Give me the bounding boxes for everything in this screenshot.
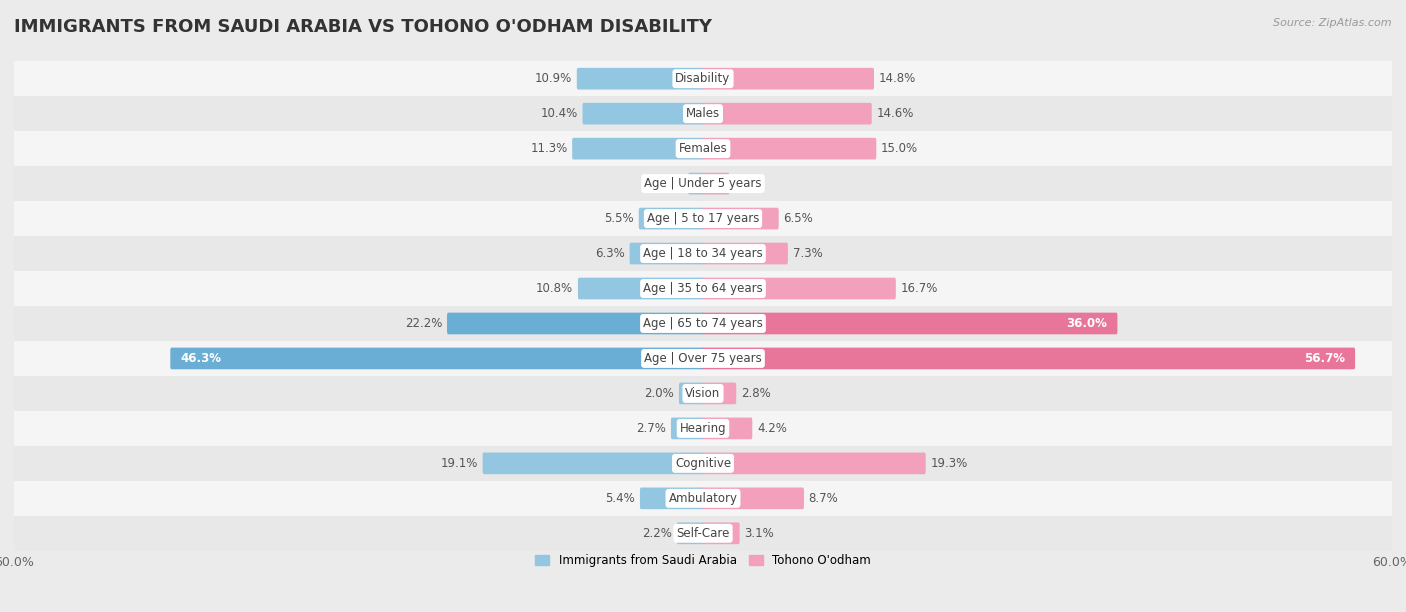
Text: Age | Over 75 years: Age | Over 75 years <box>644 352 762 365</box>
Text: 10.8%: 10.8% <box>536 282 574 295</box>
FancyBboxPatch shape <box>702 138 876 160</box>
Bar <box>14 411 1392 446</box>
Text: Source: ZipAtlas.com: Source: ZipAtlas.com <box>1274 18 1392 28</box>
Bar <box>14 131 1392 166</box>
Text: 16.7%: 16.7% <box>900 282 938 295</box>
Bar <box>14 446 1392 481</box>
Text: 5.5%: 5.5% <box>605 212 634 225</box>
Text: 36.0%: 36.0% <box>1066 317 1107 330</box>
Text: Age | Under 5 years: Age | Under 5 years <box>644 177 762 190</box>
Text: Hearing: Hearing <box>679 422 727 435</box>
Bar <box>14 306 1392 341</box>
Bar <box>14 376 1392 411</box>
Bar <box>14 236 1392 271</box>
Text: 5.4%: 5.4% <box>606 492 636 505</box>
Text: Disability: Disability <box>675 72 731 85</box>
FancyBboxPatch shape <box>638 207 704 230</box>
Bar <box>14 201 1392 236</box>
Text: 19.1%: 19.1% <box>440 457 478 470</box>
Text: 2.2%: 2.2% <box>734 177 763 190</box>
Text: Age | 35 to 64 years: Age | 35 to 64 years <box>643 282 763 295</box>
FancyBboxPatch shape <box>630 243 704 264</box>
Text: 7.3%: 7.3% <box>793 247 823 260</box>
FancyBboxPatch shape <box>702 313 1118 334</box>
FancyBboxPatch shape <box>702 523 740 544</box>
FancyBboxPatch shape <box>702 103 872 124</box>
Text: 4.2%: 4.2% <box>756 422 787 435</box>
Text: 14.6%: 14.6% <box>876 107 914 120</box>
FancyBboxPatch shape <box>578 278 704 299</box>
FancyBboxPatch shape <box>576 68 704 89</box>
Text: Age | 5 to 17 years: Age | 5 to 17 years <box>647 212 759 225</box>
FancyBboxPatch shape <box>702 207 779 230</box>
Text: IMMIGRANTS FROM SAUDI ARABIA VS TOHONO O'ODHAM DISABILITY: IMMIGRANTS FROM SAUDI ARABIA VS TOHONO O… <box>14 18 711 36</box>
Text: 3.1%: 3.1% <box>744 527 775 540</box>
Text: Ambulatory: Ambulatory <box>668 492 738 505</box>
FancyBboxPatch shape <box>676 523 704 544</box>
Legend: Immigrants from Saudi Arabia, Tohono O'odham: Immigrants from Saudi Arabia, Tohono O'o… <box>530 550 876 572</box>
Text: 11.3%: 11.3% <box>530 142 568 155</box>
Text: Cognitive: Cognitive <box>675 457 731 470</box>
FancyBboxPatch shape <box>447 313 704 334</box>
FancyBboxPatch shape <box>482 452 704 474</box>
Text: 15.0%: 15.0% <box>882 142 918 155</box>
Bar <box>14 271 1392 306</box>
FancyBboxPatch shape <box>702 173 730 195</box>
FancyBboxPatch shape <box>688 173 704 195</box>
FancyBboxPatch shape <box>702 417 752 439</box>
Text: Females: Females <box>679 142 727 155</box>
Text: 10.4%: 10.4% <box>540 107 578 120</box>
Text: 2.7%: 2.7% <box>637 422 666 435</box>
Text: 56.7%: 56.7% <box>1303 352 1346 365</box>
Bar <box>14 481 1392 516</box>
Text: 1.2%: 1.2% <box>654 177 683 190</box>
FancyBboxPatch shape <box>572 138 704 160</box>
Text: 8.7%: 8.7% <box>808 492 838 505</box>
Text: 6.5%: 6.5% <box>783 212 813 225</box>
FancyBboxPatch shape <box>702 243 787 264</box>
FancyBboxPatch shape <box>702 382 737 405</box>
FancyBboxPatch shape <box>679 382 704 405</box>
Text: 2.0%: 2.0% <box>644 387 675 400</box>
FancyBboxPatch shape <box>702 348 1355 369</box>
FancyBboxPatch shape <box>170 348 704 369</box>
Text: Age | 18 to 34 years: Age | 18 to 34 years <box>643 247 763 260</box>
Bar <box>14 166 1392 201</box>
Text: Self-Care: Self-Care <box>676 527 730 540</box>
Text: 10.9%: 10.9% <box>534 72 572 85</box>
Text: Males: Males <box>686 107 720 120</box>
FancyBboxPatch shape <box>582 103 704 124</box>
Text: 6.3%: 6.3% <box>595 247 624 260</box>
Bar <box>14 96 1392 131</box>
Text: Vision: Vision <box>685 387 721 400</box>
Text: Age | 65 to 74 years: Age | 65 to 74 years <box>643 317 763 330</box>
FancyBboxPatch shape <box>702 68 875 89</box>
Text: 22.2%: 22.2% <box>405 317 443 330</box>
FancyBboxPatch shape <box>640 488 704 509</box>
Text: 46.3%: 46.3% <box>180 352 222 365</box>
Bar <box>14 341 1392 376</box>
FancyBboxPatch shape <box>702 452 925 474</box>
Bar <box>14 61 1392 96</box>
Text: 14.8%: 14.8% <box>879 72 915 85</box>
Text: 2.8%: 2.8% <box>741 387 770 400</box>
Text: 2.2%: 2.2% <box>643 527 672 540</box>
FancyBboxPatch shape <box>702 278 896 299</box>
Bar <box>14 516 1392 551</box>
Text: 19.3%: 19.3% <box>931 457 967 470</box>
FancyBboxPatch shape <box>702 488 804 509</box>
FancyBboxPatch shape <box>671 417 704 439</box>
